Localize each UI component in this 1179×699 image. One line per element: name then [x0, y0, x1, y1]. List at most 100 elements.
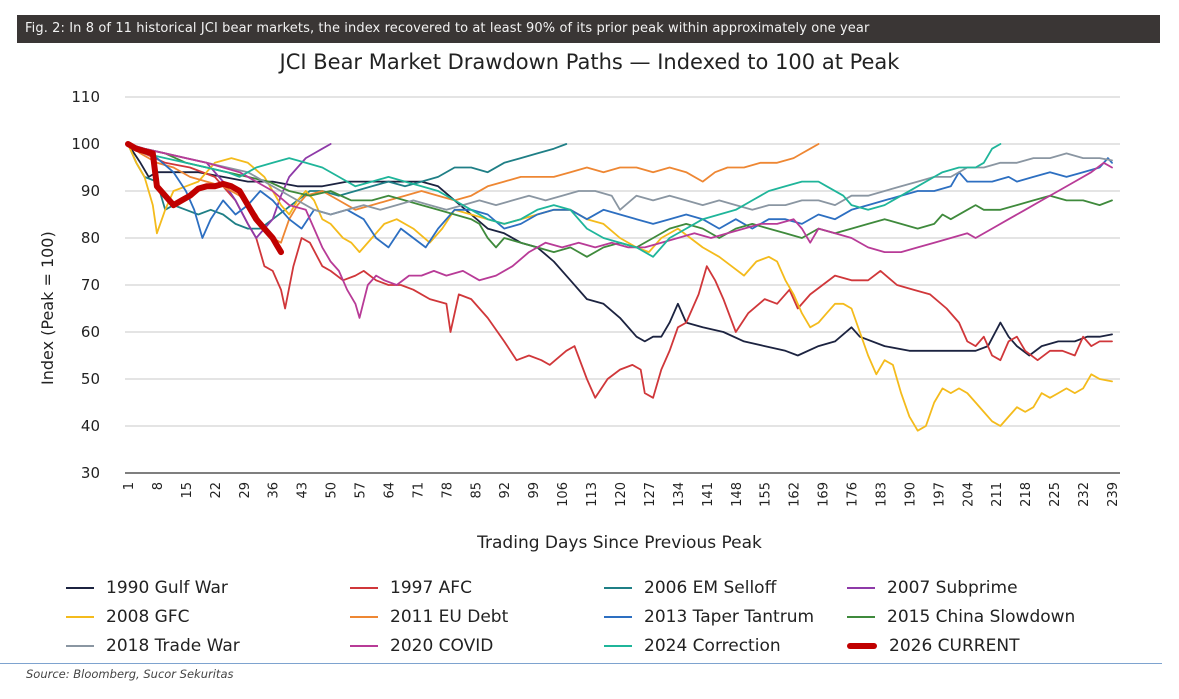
legend-item: 2008 GFC	[66, 607, 190, 627]
legend-item: 1990 Gulf War	[66, 578, 228, 598]
legend-label: 2015 China Slowdown	[887, 607, 1076, 627]
legend-label: 1990 Gulf War	[106, 578, 228, 598]
y-axis-label: Index (Peak = 100)	[38, 231, 57, 385]
x-tick-label: 225	[1048, 482, 1063, 507]
legend-swatch	[604, 587, 632, 589]
x-tick-label: 190	[903, 482, 918, 507]
series-line-2018-trade-war	[127, 143, 1113, 216]
legend-swatch	[350, 616, 378, 618]
x-tick-label: 148	[730, 482, 745, 507]
legend-label: 2024 Correction	[644, 636, 781, 656]
x-axis-label: Trading Days Since Previous Peak	[477, 533, 762, 553]
y-tick-label: 60	[81, 323, 100, 341]
x-tick-label: 99	[527, 482, 542, 499]
x-tick-label: 169	[817, 482, 832, 507]
legend-swatch	[66, 587, 94, 589]
x-tick-label: 71	[411, 482, 426, 499]
y-tick-label: 80	[81, 229, 100, 247]
series-line-2008-gfc	[127, 143, 1113, 432]
series-line-2015-china-slowdown	[127, 143, 1113, 258]
x-tick-label: 29	[238, 482, 253, 499]
x-tick-label: 127	[643, 482, 658, 507]
legend-item: 2015 China Slowdown	[847, 607, 1075, 627]
x-tick-label: 183	[874, 482, 889, 507]
x-tick-label: 204	[961, 482, 976, 507]
legend-item: 2013 Taper Tantrum	[604, 607, 814, 627]
series-lines	[125, 141, 1113, 432]
x-tick-label: 232	[1077, 482, 1092, 507]
x-tick-label: 85	[469, 482, 484, 499]
figure-caption-banner: Fig. 2: In 8 of 11 historical JCI bear m…	[17, 15, 1160, 43]
x-tick-label: 64	[382, 482, 397, 499]
legend-swatch	[66, 645, 94, 647]
x-tick-label: 92	[498, 482, 513, 499]
legend-swatch	[604, 645, 632, 647]
y-tick-label: 110	[71, 88, 100, 106]
x-tick-label: 50	[325, 482, 340, 499]
x-tick-label: 36	[267, 482, 282, 499]
legend-item: 2011 EU Debt	[350, 607, 508, 627]
legend-item: 1997 AFC	[350, 578, 472, 598]
series-line-2020-covid	[127, 143, 1113, 319]
x-tick-label: 22	[209, 482, 224, 499]
legend-label: 2007 Subprime	[887, 578, 1018, 598]
legend-swatch	[350, 587, 378, 589]
x-tick-label: 106	[556, 482, 571, 507]
series-line-1990-gulf-war	[127, 143, 1113, 357]
x-tick-label: 120	[614, 482, 629, 507]
legend-label: 2026 CURRENT	[889, 636, 1020, 656]
legend-label: 2006 EM Selloff	[644, 578, 777, 598]
x-tick-label: 176	[846, 482, 861, 507]
x-tick-label: 211	[990, 482, 1005, 507]
legend-item: 2018 Trade War	[66, 636, 240, 656]
y-tick-labels: 30 40 50 60 70 80 90 100 110	[71, 88, 100, 482]
legend-item: 2006 EM Selloff	[604, 578, 776, 598]
x-tick-label: 197	[932, 482, 947, 507]
x-tick-label: 1	[122, 482, 137, 490]
series-line-2006-em-selloff	[127, 143, 568, 230]
legend-item: 2007 Subprime	[847, 578, 1018, 598]
x-tick-label: 134	[672, 482, 687, 507]
y-tick-label: 40	[81, 417, 100, 435]
legend-swatch	[847, 616, 875, 618]
legend-swatch	[66, 616, 94, 618]
x-tick-label: 162	[788, 482, 803, 507]
legend-item: 2020 COVID	[350, 636, 493, 656]
legend-swatch	[847, 643, 877, 649]
series-line-2024-correction	[127, 143, 1002, 258]
source-note: Source: Bloomberg, Sucor Sekuritas	[26, 667, 234, 681]
line-chart: 30 40 50 60 70 80 90 100 110 1 8 15 22 29 36 43 50 57 64 7…	[71, 88, 1121, 507]
chart-title: JCI Bear Market Drawdown Paths — Indexed…	[279, 50, 900, 74]
y-tick-label: 70	[81, 276, 100, 294]
x-tick-label: 155	[759, 482, 774, 507]
legend-label: 2018 Trade War	[106, 636, 240, 656]
x-tick-label: 43	[296, 482, 311, 499]
series-line-2013-taper-tantrum	[127, 143, 1113, 249]
x-tick-label: 8	[151, 482, 166, 490]
legend-label: 2011 EU Debt	[390, 607, 509, 627]
y-tick-label: 30	[81, 464, 100, 482]
x-tick-label: 15	[180, 482, 195, 499]
legend-swatch	[847, 587, 875, 589]
legend-label: 2020 COVID	[390, 636, 494, 656]
x-tick-label: 78	[440, 482, 455, 499]
series-line-1997-afc	[127, 143, 1113, 399]
y-tick-label: 100	[71, 135, 100, 153]
y-tick-label: 90	[81, 182, 100, 200]
legend-label: 2013 Taper Tantrum	[644, 607, 815, 627]
legend-item: 2026 CURRENT	[847, 636, 1019, 656]
y-tick-label: 50	[81, 370, 100, 388]
footer-divider	[0, 663, 1162, 664]
legend-label: 1997 AFC	[390, 578, 472, 598]
legend-item: 2024 Correction	[604, 636, 781, 656]
legend-swatch	[350, 645, 378, 647]
legend-swatch	[604, 616, 632, 618]
series-line-2026-current	[125, 141, 284, 256]
gridlines	[125, 96, 1120, 427]
x-tick-label: 239	[1106, 482, 1121, 507]
x-tick-label: 218	[1019, 482, 1034, 507]
x-tick-labels: 1 8 15 22 29 36 43 50 57 64 71 78 85 92 99 106 113 120 127…	[122, 482, 1121, 507]
legend-label: 2008 GFC	[106, 607, 190, 627]
x-tick-label: 113	[585, 482, 600, 507]
x-tick-label: 57	[354, 482, 369, 499]
